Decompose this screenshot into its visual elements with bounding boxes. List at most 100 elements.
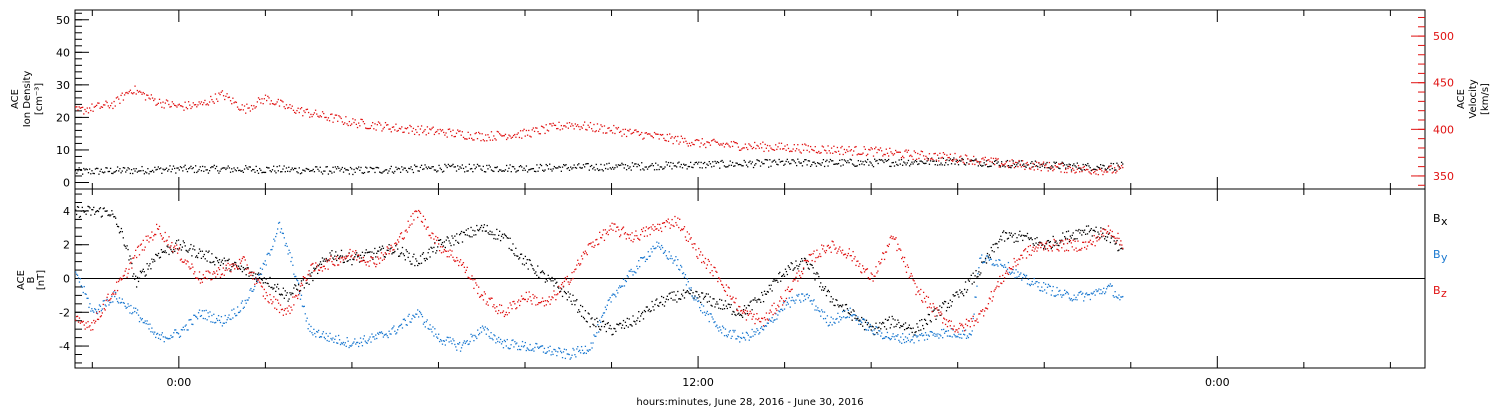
Bz-point [679,218,681,220]
velocity-point [849,150,851,152]
Bz-point [506,314,508,316]
Bx-point [1004,231,1007,234]
By-point [600,316,603,318]
Bx-point [133,273,135,275]
velocity-point [418,134,420,136]
density-point [183,166,185,168]
velocity-point [968,163,970,165]
Bz-point [525,291,527,294]
Bx-point [799,263,801,266]
velocity-point [466,138,468,140]
Bx-point [515,247,517,249]
By-point [397,329,399,331]
density-point [799,162,801,164]
velocity-point [242,109,245,111]
Bz-point [176,252,179,254]
Bx-point [148,265,150,267]
Bz-point [294,296,296,298]
velocity-point [784,145,786,147]
density-point [119,168,121,170]
velocity-point [914,151,917,154]
By-point [262,262,264,265]
Bz-point [219,276,222,279]
Bz-point [244,259,246,261]
Bx-point [643,309,646,312]
By-point [1063,294,1065,296]
By-point [304,313,306,315]
Bz-point [97,318,100,321]
density-point [720,160,722,163]
Bz-point [640,228,643,231]
Bz-point [103,307,105,310]
density-point [1058,167,1060,169]
velocity-point [1084,169,1087,171]
Bx-point [95,210,98,212]
By-point [1027,278,1030,280]
velocity-point [1052,170,1054,172]
density-point [253,168,255,171]
density-point [901,164,904,166]
density-point [847,160,849,162]
Bz-point [475,282,477,284]
Bx-point [441,241,444,244]
By-point [374,338,376,340]
Bx-point [363,254,365,257]
Bx-point [693,297,695,299]
Bz-point [801,270,803,273]
Bz-point [75,315,78,318]
Bx-point [199,250,202,252]
Bz-point [478,286,480,288]
density-point [710,166,713,168]
density-point [433,169,436,171]
density-point [925,162,927,164]
density-point [353,168,355,171]
density-point [775,161,777,163]
velocity-point [500,134,502,136]
Bx-point [454,235,456,237]
velocity-point [730,141,733,143]
velocity-point [872,155,875,157]
Bx-point [594,318,596,321]
Bx-point [195,256,197,258]
velocity-point [980,161,982,163]
Bz-point [713,266,715,268]
velocity-point [805,144,807,146]
Bz-point [596,238,598,241]
density-point [1065,167,1067,169]
Bx-point [715,303,717,305]
By-point [481,325,484,327]
density-point [540,164,543,167]
Bx-point [378,246,381,248]
Bx-point [87,205,89,208]
Bz-point [589,243,591,245]
Bz-point [479,295,482,298]
Bz-point [780,296,782,298]
Bz-point [249,271,251,274]
By-point [429,324,431,326]
density-point [412,171,415,174]
By-point [453,340,455,342]
density-point [148,173,150,175]
Bx-point [671,291,673,293]
By-point [346,336,348,339]
By-point [1092,292,1094,294]
Bx-point [640,313,643,315]
velocity-point [681,137,684,140]
Bx-point [255,273,257,275]
Bz-point [87,320,89,323]
density-point [1118,166,1120,168]
By-point [703,311,706,313]
By-point [348,346,350,349]
velocity-point [967,158,969,160]
By-point [134,310,136,313]
Bx-point [888,316,890,318]
By-point [116,300,119,303]
density-point [741,165,743,167]
Bx-point [809,263,811,265]
velocity-point [248,107,250,109]
density-point [447,163,450,166]
velocity-point [735,142,737,144]
density-point [136,171,139,173]
density-point [985,160,988,162]
By-point [534,346,536,349]
